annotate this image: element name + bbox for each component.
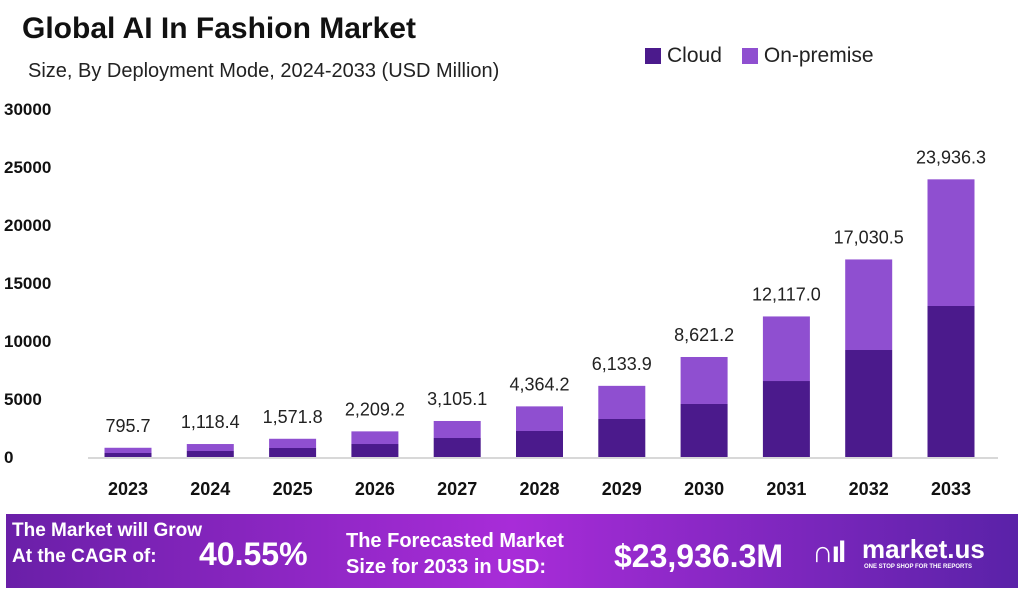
x-tick-label: 2029 — [602, 479, 642, 499]
bar-cloud-2033 — [927, 306, 975, 457]
data-label: 17,030.5 — [834, 227, 904, 247]
data-label: 6,133.9 — [592, 354, 652, 374]
forecast-label-1: The Forecasted Market — [346, 530, 564, 552]
bar-cloud-2030 — [680, 403, 728, 457]
bar-on-premise-2025 — [269, 438, 317, 448]
x-tick-label: 2031 — [766, 479, 806, 499]
forecast-label-2: Size for 2033 in USD: — [346, 556, 547, 578]
bar-cloud-2025 — [269, 447, 317, 457]
x-tick-label: 2025 — [273, 479, 313, 499]
bar-cloud-2028 — [516, 431, 563, 457]
x-tick-label: 2030 — [684, 479, 724, 499]
bar-on-premise-2023 — [104, 447, 152, 453]
bar-on-premise-2026 — [351, 431, 399, 445]
data-label: 1,571.8 — [263, 407, 323, 427]
data-label: 1,118.4 — [181, 412, 240, 432]
data-label: 4,364.2 — [509, 374, 569, 394]
summary-banner: The Market will Grow At the CAGR of: 40.… — [6, 514, 1018, 588]
bar-on-premise-2031 — [762, 316, 810, 382]
x-tick-label: 2032 — [849, 479, 889, 499]
x-tick-label: 2024 — [190, 479, 230, 499]
y-tick-label: 15000 — [4, 274, 51, 293]
data-label: 23,936.3 — [916, 147, 986, 167]
legend-on-premise: On-premise — [741, 44, 874, 68]
y-tick-label: 0 — [4, 448, 13, 467]
chart-subtitle: Size, By Deployment Mode, 2024-2033 (USD… — [28, 60, 500, 82]
bar-on-premise-2024 — [186, 444, 234, 452]
y-tick-label: 5000 — [4, 390, 42, 409]
x-tick-label: 2027 — [437, 479, 477, 499]
bar-cloud-2031 — [762, 381, 810, 457]
data-label: 12,117.0 — [752, 284, 821, 304]
y-tick-label: 30000 — [4, 100, 51, 119]
cagr-label-1: The Market will Grow — [12, 520, 203, 541]
cagr-label-2: At the CAGR of: — [12, 546, 157, 567]
y-tick-label: 25000 — [4, 158, 51, 177]
x-tick-label: 2033 — [931, 479, 971, 499]
bar-on-premise-2033 — [927, 179, 975, 307]
brand-tagline: ONE STOP SHOP FOR THE REPORTS — [864, 564, 973, 570]
bar-cloud-2027 — [433, 437, 481, 457]
brand-logo-icon: ∩ıl — [812, 536, 846, 569]
bar-cloud-2026 — [351, 444, 399, 457]
legend-label: Cloud — [667, 44, 722, 67]
forecast-value: $23,936.3M — [614, 538, 784, 574]
bar-on-premise-2029 — [598, 385, 646, 419]
legend-label: On-premise — [763, 44, 874, 67]
bar-on-premise-2027 — [433, 420, 481, 438]
bar-cloud-2023 — [104, 452, 152, 457]
brand-name: market.us — [862, 534, 985, 564]
legend-swatch — [741, 48, 758, 64]
bar-on-premise-2028 — [516, 406, 563, 432]
y-tick-label: 20000 — [4, 216, 51, 235]
x-tick-label: 2023 — [108, 479, 148, 499]
data-label: 795.7 — [105, 416, 150, 436]
legend: Cloud On-premise — [645, 44, 874, 68]
data-label: 8,621.2 — [674, 325, 734, 345]
data-label: 3,105.1 — [427, 389, 487, 409]
x-tick-label: 2028 — [519, 479, 559, 499]
bar-on-premise-2032 — [845, 259, 893, 351]
bar-cloud-2024 — [186, 451, 234, 457]
bar-cloud-2032 — [845, 350, 893, 457]
chart-title: Global AI In Fashion Market — [22, 12, 416, 45]
chart-plot: 0 5000 10000 15000 20000 25000 30000 795.7 2023 1… — [4, 100, 998, 499]
legend-cloud: Cloud — [645, 44, 722, 68]
cagr-value: 40.55% — [199, 536, 308, 572]
y-tick-label: 10000 — [4, 332, 51, 351]
bar-on-premise-2030 — [680, 356, 728, 404]
data-label: 2,209.2 — [345, 399, 405, 419]
bar-cloud-2029 — [598, 418, 646, 457]
x-tick-label: 2026 — [355, 479, 395, 499]
legend-swatch — [645, 48, 661, 64]
